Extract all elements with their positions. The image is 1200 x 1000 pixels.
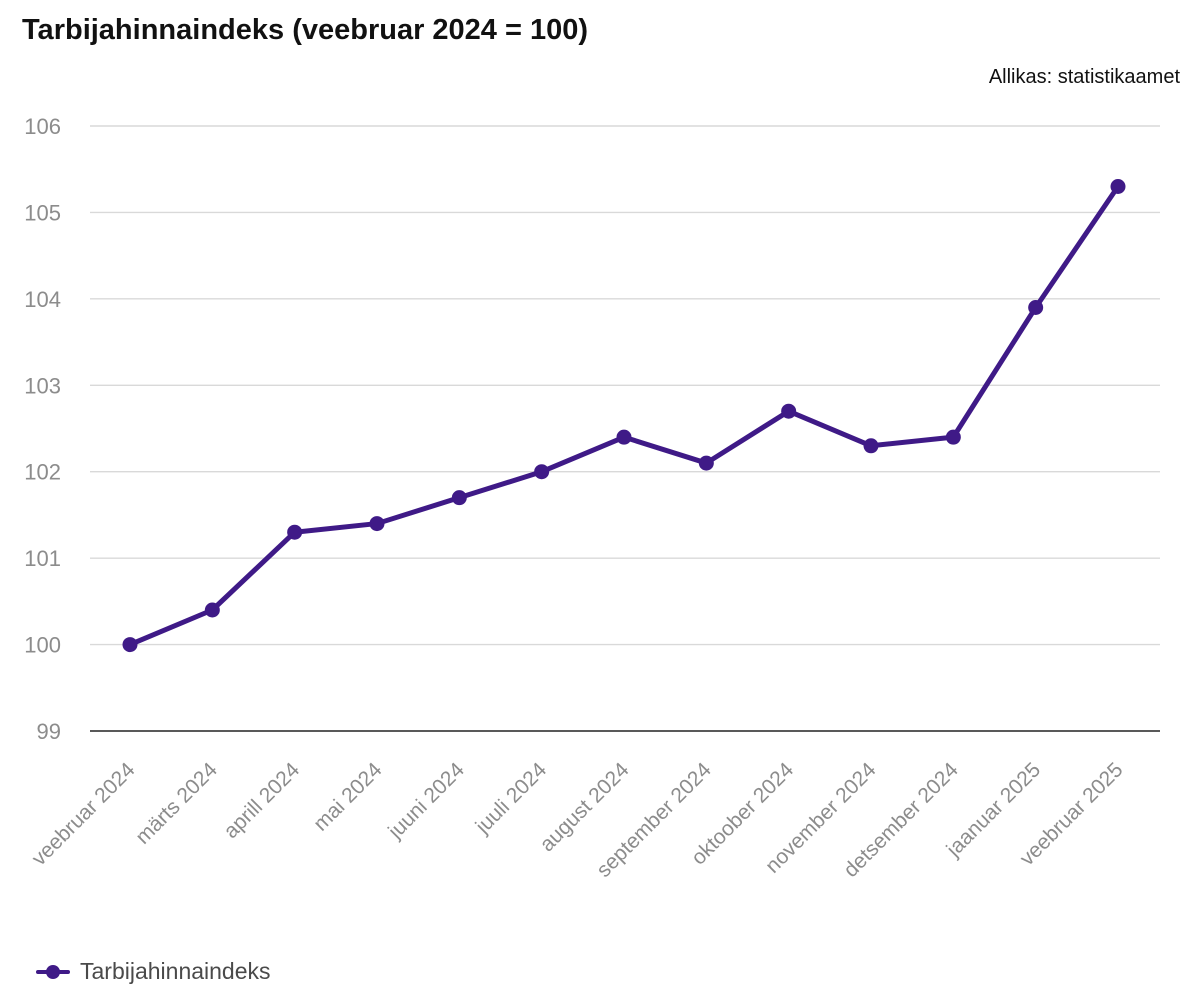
data-point[interactable] (451, 490, 467, 506)
chart-title: Tarbijahinnaindeks (veebruar 2024 = 100) (22, 14, 589, 46)
data-point[interactable] (122, 637, 138, 653)
y-tick-label: 100 (24, 633, 61, 658)
data-point[interactable] (945, 429, 961, 445)
legend-label: Tarbijahinnaindeks (80, 958, 271, 984)
x-tick-label: mai 2024 (309, 758, 387, 836)
legend: Tarbijahinnaindeks (36, 958, 271, 985)
y-tick-label: 99 (37, 719, 61, 744)
y-tick-label: 103 (24, 373, 61, 398)
data-point[interactable] (698, 455, 714, 471)
data-point[interactable] (534, 464, 550, 480)
y-tick-label: 104 (24, 287, 61, 312)
source-note: Allikas: statistikaamet (988, 66, 1180, 88)
data-point[interactable] (1110, 179, 1126, 194)
x-tick-label: veebruar 2024 (28, 758, 140, 870)
x-tick-label: juuni 2024 (383, 758, 469, 844)
line-chart: 99 100 101 102 103 104 105 106 veebruar 2024märt… (24, 114, 1160, 882)
data-point[interactable] (369, 516, 385, 532)
y-tick-label: 102 (24, 460, 61, 485)
legend-marker-icon (36, 964, 70, 979)
y-tick-label: 106 (24, 114, 61, 139)
data-point[interactable] (616, 429, 632, 445)
x-tick-label: märts 2024 (131, 758, 222, 849)
data-point[interactable] (287, 524, 303, 540)
x-tick-label: juuli 2024 (471, 758, 552, 839)
x-tick-label: aprill 2024 (219, 758, 304, 843)
data-point[interactable] (1028, 300, 1044, 315)
y-tick-label: 101 (24, 546, 61, 571)
series-line (127, 184, 1121, 648)
data-point[interactable] (863, 438, 879, 454)
y-tick-label: 105 (24, 200, 61, 225)
data-point[interactable] (781, 403, 797, 419)
data-point[interactable] (204, 602, 220, 618)
